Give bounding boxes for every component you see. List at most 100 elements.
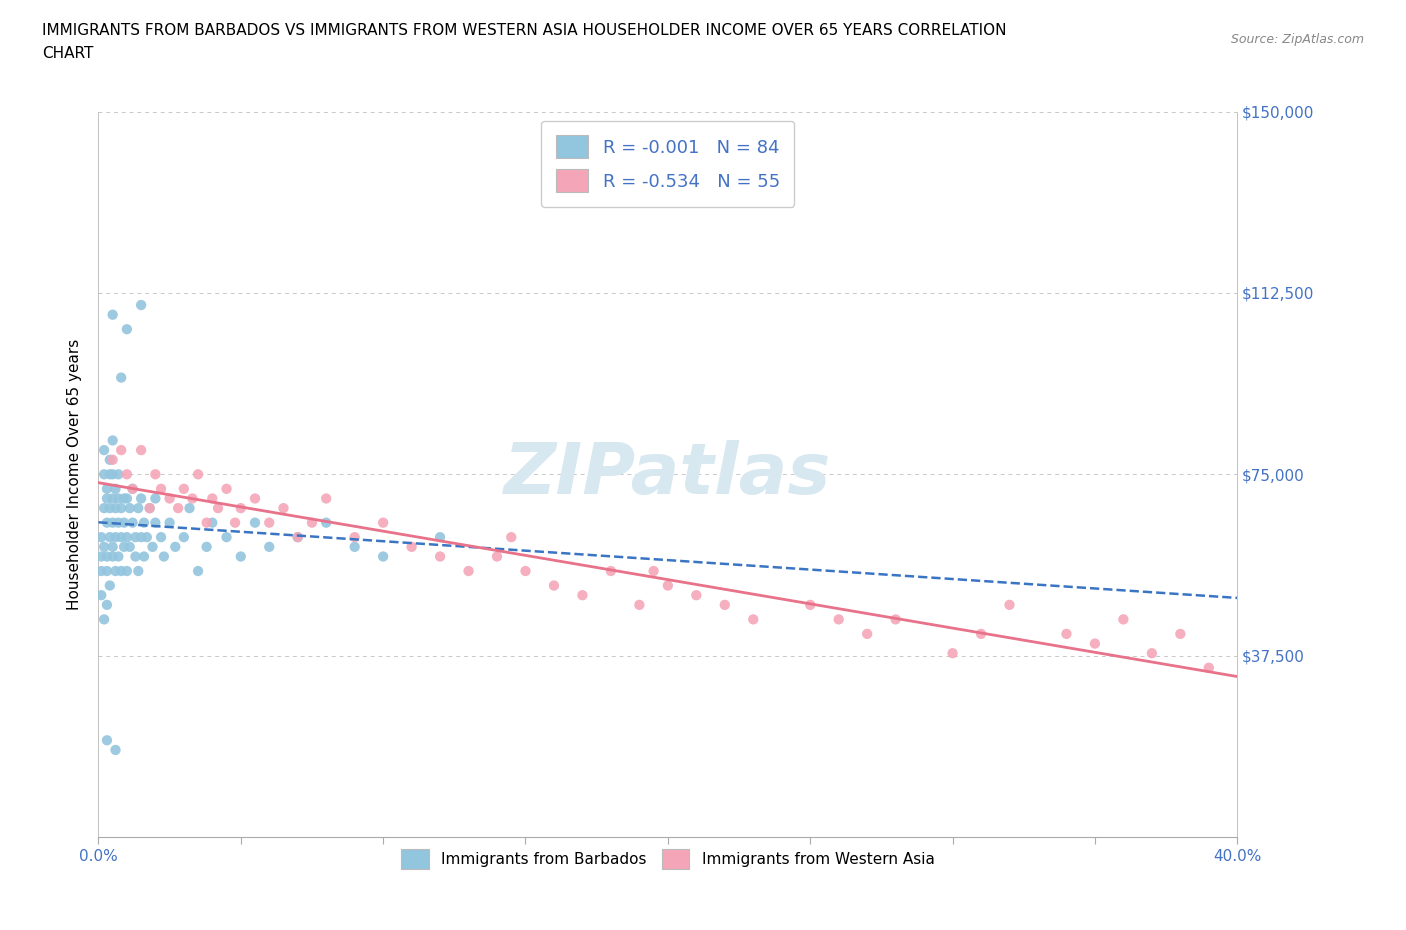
Point <box>181 491 204 506</box>
Text: IMMIGRANTS FROM BARBADOS VS IMMIGRANTS FROM WESTERN ASIA HOUSEHOLDER INCOME OVER: IMMIGRANTS FROM BARBADOS VS IMMIGRANTS F… <box>42 23 1007 38</box>
Point <box>243 491 266 506</box>
Point <box>1112 612 1135 627</box>
Point <box>101 491 124 506</box>
Point <box>101 539 124 554</box>
Point <box>93 443 115 458</box>
Point <box>107 515 129 530</box>
Point <box>129 443 152 458</box>
Point <box>1140 645 1163 660</box>
Point <box>90 588 112 603</box>
Y-axis label: Householder Income Over 65 years: Householder Income Over 65 years <box>66 339 82 610</box>
Point <box>101 452 124 467</box>
Point <box>187 467 209 482</box>
Point <box>121 482 143 497</box>
Point <box>107 549 129 564</box>
Point <box>287 530 309 545</box>
Point <box>112 515 135 530</box>
Point <box>127 500 149 515</box>
Point <box>515 564 537 578</box>
Point <box>287 530 309 545</box>
Point <box>486 549 509 564</box>
Point <box>90 564 112 578</box>
Point <box>101 549 124 564</box>
Point <box>685 588 707 603</box>
Point <box>96 549 118 564</box>
Point <box>115 491 138 506</box>
Point <box>104 482 127 497</box>
Point <box>998 597 1021 612</box>
Point <box>457 564 479 578</box>
Point <box>856 627 879 642</box>
Point <box>373 515 395 530</box>
Point <box>110 500 132 515</box>
Point <box>501 530 523 545</box>
Text: Source: ZipAtlas.com: Source: ZipAtlas.com <box>1230 33 1364 46</box>
Point <box>96 491 118 506</box>
Point <box>110 530 132 545</box>
Point <box>90 530 112 545</box>
Point <box>129 530 152 545</box>
Point <box>167 500 190 515</box>
Point <box>153 549 176 564</box>
Point <box>93 539 115 554</box>
Point <box>165 539 187 554</box>
Point <box>98 500 121 515</box>
Point <box>187 564 209 578</box>
Point <box>273 500 295 515</box>
Point <box>628 597 651 612</box>
Point <box>159 491 181 506</box>
Point <box>828 612 851 627</box>
Point <box>343 539 366 554</box>
Point <box>101 515 124 530</box>
Point <box>145 491 167 506</box>
Point <box>118 539 141 554</box>
Point <box>93 500 115 515</box>
Point <box>96 597 118 612</box>
Point <box>124 530 146 545</box>
Point <box>179 500 201 515</box>
Point <box>98 467 121 482</box>
Point <box>129 298 152 312</box>
Point <box>201 515 224 530</box>
Point <box>207 500 229 515</box>
Point <box>138 500 160 515</box>
Point <box>970 627 993 642</box>
Point <box>98 452 121 467</box>
Point <box>259 539 281 554</box>
Point <box>101 467 124 482</box>
Point <box>96 733 118 748</box>
Point <box>571 588 593 603</box>
Point <box>229 549 252 564</box>
Point <box>93 467 115 482</box>
Point <box>643 564 665 578</box>
Point <box>173 530 195 545</box>
Point <box>195 515 218 530</box>
Point <box>101 433 124 448</box>
Point <box>112 539 135 554</box>
Point <box>1198 660 1220 675</box>
Point <box>301 515 323 530</box>
Point <box>101 307 124 322</box>
Point <box>104 564 127 578</box>
Point <box>115 530 138 545</box>
Point <box>129 491 152 506</box>
Point <box>1056 627 1078 642</box>
Point <box>132 549 155 564</box>
Point <box>343 530 366 545</box>
Point <box>138 500 160 515</box>
Point <box>1084 636 1107 651</box>
Text: CHART: CHART <box>42 46 94 61</box>
Point <box>429 549 451 564</box>
Point <box>96 482 118 497</box>
Point <box>115 564 138 578</box>
Point <box>107 491 129 506</box>
Point <box>373 549 395 564</box>
Point <box>124 549 146 564</box>
Point <box>110 564 132 578</box>
Legend: Immigrants from Barbados, Immigrants from Western Asia: Immigrants from Barbados, Immigrants fro… <box>394 842 942 876</box>
Point <box>657 578 679 593</box>
Point <box>429 530 451 545</box>
Point <box>600 564 623 578</box>
Point <box>90 549 112 564</box>
Point <box>96 564 118 578</box>
